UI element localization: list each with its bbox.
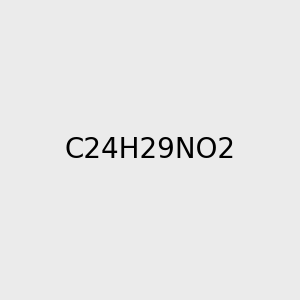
Text: C24H29NO2: C24H29NO2	[64, 136, 236, 164]
